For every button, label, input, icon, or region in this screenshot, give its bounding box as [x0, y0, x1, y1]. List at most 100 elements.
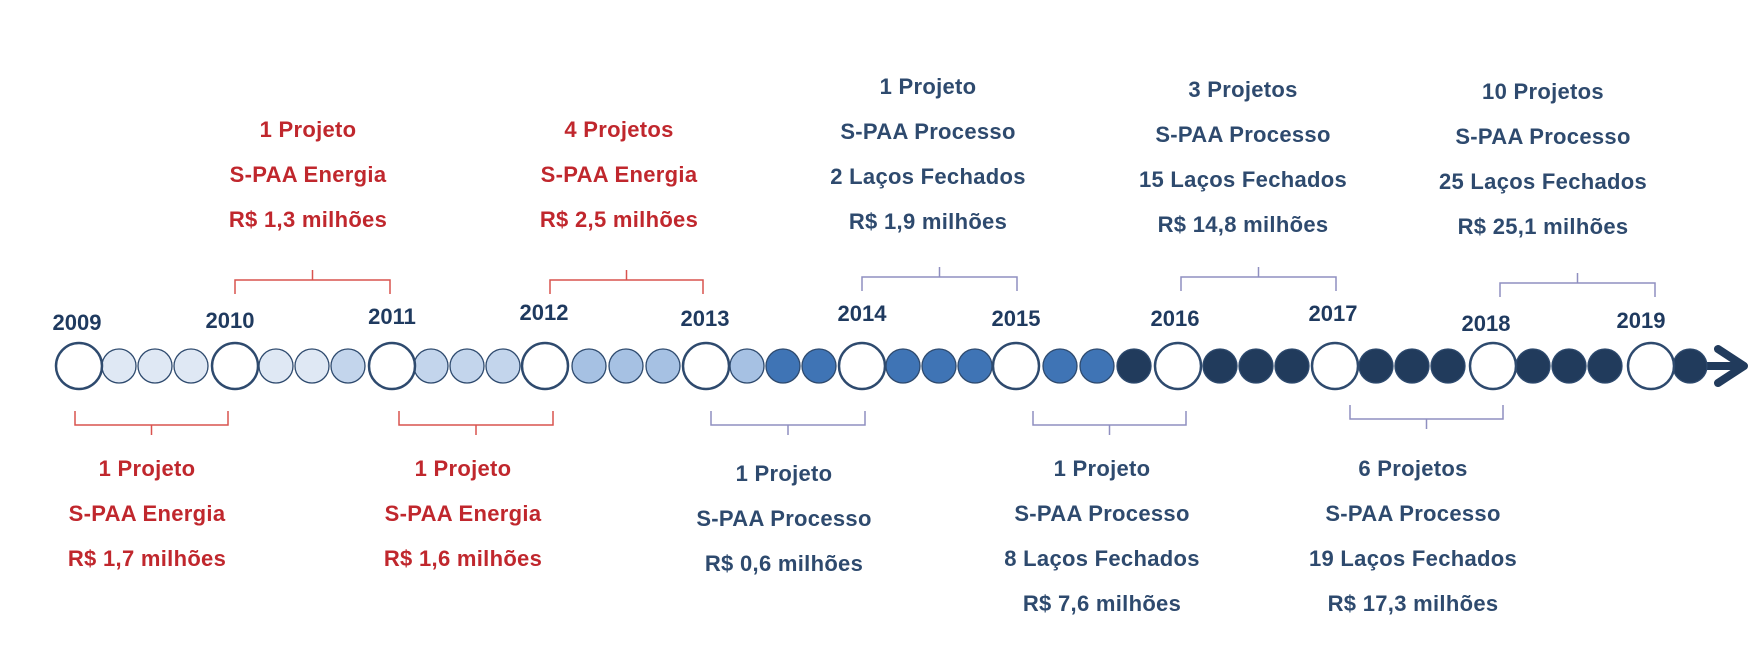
label-line: R$ 7,6 milhões: [1022, 591, 1182, 616]
year-label-2011: 2011: [368, 304, 416, 329]
label-line: R$ 17,3 milhões: [1327, 591, 1499, 616]
timeline-dot: [258, 348, 294, 384]
year-label-2017: 2017: [1308, 301, 1358, 326]
label-line: 4 Projetos: [564, 117, 674, 142]
label-line: R$ 25,1 milhões: [1457, 214, 1629, 239]
year-node-2014: [837, 341, 887, 391]
label-line: R$ 1,7 milhões: [67, 546, 227, 571]
bracket-top-process-2018-2019: [1499, 273, 1656, 297]
label-line: S-PAA Processo: [1155, 122, 1331, 147]
timeline-dot: [1587, 348, 1623, 384]
year-label-2014: 2014: [837, 301, 887, 326]
label-line: 1 Projeto: [735, 461, 833, 486]
label-line: 1 Projeto: [879, 74, 977, 99]
timeline-dot: [765, 348, 801, 384]
label-line: R$ 14,8 milhões: [1157, 212, 1329, 237]
bracket-top-process-2016-2017: [1180, 267, 1337, 291]
timeline-dot: [330, 348, 366, 384]
year-node-2012: [520, 341, 570, 391]
timeline-dot: [1202, 348, 1238, 384]
year-node-2019: [1626, 341, 1676, 391]
timeline-dot: [449, 348, 485, 384]
year-node-2010: [210, 341, 260, 391]
timeline-dot: [1672, 348, 1708, 384]
label-line: R$ 1,9 milhões: [848, 209, 1008, 234]
timeline-dot: [1358, 348, 1394, 384]
bracket-bottom-energy-2009-2010: [74, 411, 229, 435]
timeline-dot: [1042, 348, 1078, 384]
year-label-2009: 2009: [52, 310, 102, 335]
timeline-dot: [1394, 348, 1430, 384]
label-line: S-PAA Processo: [696, 506, 872, 531]
top-label-process-2016-2017: 3 Projetos S-PAA Processo 15 Laços Fecha…: [1113, 67, 1373, 247]
bracket-bottom-process-2013-2014: [710, 411, 866, 435]
year-node-2015: [991, 341, 1041, 391]
timeline-dot: [645, 348, 681, 384]
top-label-process-2014-2015: 1 Projeto S-PAA Processo 2 Laços Fechado…: [808, 64, 1048, 244]
year-node-2017: [1310, 341, 1360, 391]
timeline-dot: [1430, 348, 1466, 384]
bracket-top-process-2014-2015: [861, 267, 1018, 291]
timeline-dot: [1238, 348, 1274, 384]
timeline-dot: [957, 348, 993, 384]
year-node-2011: [367, 341, 417, 391]
year-node-2016: [1153, 341, 1203, 391]
label-line: R$ 1,3 milhões: [228, 207, 388, 232]
timeline-dot: [1116, 348, 1152, 384]
bracket-bottom-process-2015-2016: [1032, 411, 1187, 435]
timeline-dot: [101, 348, 137, 384]
timeline-dot: [1079, 348, 1115, 384]
bottom-label-process-2017-2018: 6 Projetos S-PAA Processo 19 Laços Fecha…: [1283, 446, 1543, 626]
year-label-2012: 2012: [519, 300, 569, 325]
year-node-2009: [54, 341, 104, 391]
bottom-label-energy-2011-2012: 1 Projeto S-PAA Energia R$ 1,6 milhões: [363, 446, 563, 581]
label-line: S-PAA Processo: [1325, 501, 1501, 526]
year-label-2015: 2015: [991, 306, 1041, 331]
label-line: 6 Projetos: [1358, 456, 1468, 481]
bottom-label-process-2013-2014: 1 Projeto S-PAA Processo R$ 0,6 milhões: [674, 451, 894, 586]
timeline-dot: [608, 348, 644, 384]
label-line: 3 Projetos: [1188, 77, 1298, 102]
label-line: S-PAA Energia: [68, 501, 226, 526]
label-line: 1 Projeto: [98, 456, 196, 481]
timeline-dot: [801, 348, 837, 384]
timeline-dot: [1515, 348, 1551, 384]
timeline-dot: [1551, 348, 1587, 384]
label-line: 10 Projetos: [1482, 79, 1604, 104]
bracket-bottom-energy-2011-2012: [398, 411, 554, 435]
timeline-dot: [885, 348, 921, 384]
timeline-dot: [1274, 348, 1310, 384]
bottom-label-process-2015-2016: 1 Projeto S-PAA Processo 8 Laços Fechado…: [982, 446, 1222, 626]
year-node-2018: [1468, 341, 1518, 391]
label-line: S-PAA Processo: [1014, 501, 1190, 526]
year-label-2013: 2013: [680, 306, 730, 331]
timeline-dot: [571, 348, 607, 384]
label-line: 1 Projeto: [259, 117, 357, 142]
bracket-top-energy-2012-2013: [549, 270, 704, 294]
label-line: S-PAA Energia: [384, 501, 542, 526]
label-line: S-PAA Processo: [1455, 124, 1631, 149]
bottom-label-energy-2009-2010: 1 Projeto S-PAA Energia R$ 1,7 milhões: [47, 446, 247, 581]
timeline-dot: [485, 348, 521, 384]
label-line: 15 Laços Fechados: [1138, 167, 1348, 192]
timeline-dot: [413, 348, 449, 384]
label-line: 25 Laços Fechados: [1438, 169, 1648, 194]
label-line: R$ 0,6 milhões: [704, 551, 864, 576]
label-line: 2 Laços Fechados: [830, 164, 1026, 189]
timeline-dot: [137, 348, 173, 384]
timeline-dot: [729, 348, 765, 384]
year-label-2016: 2016: [1150, 306, 1200, 331]
year-node-2013: [681, 341, 731, 391]
label-line: S-PAA Energia: [229, 162, 387, 187]
label-line: 19 Laços Fechados: [1308, 546, 1518, 571]
year-label-2010: 2010: [205, 308, 255, 333]
timeline-dot: [294, 348, 330, 384]
label-line: 1 Projeto: [414, 456, 512, 481]
bracket-bottom-process-2017-2018: [1349, 405, 1504, 429]
year-label-2019: 2019: [1616, 308, 1666, 333]
label-line: S-PAA Energia: [540, 162, 698, 187]
year-label-2018: 2018: [1461, 311, 1511, 336]
label-line: R$ 1,6 milhões: [383, 546, 543, 571]
